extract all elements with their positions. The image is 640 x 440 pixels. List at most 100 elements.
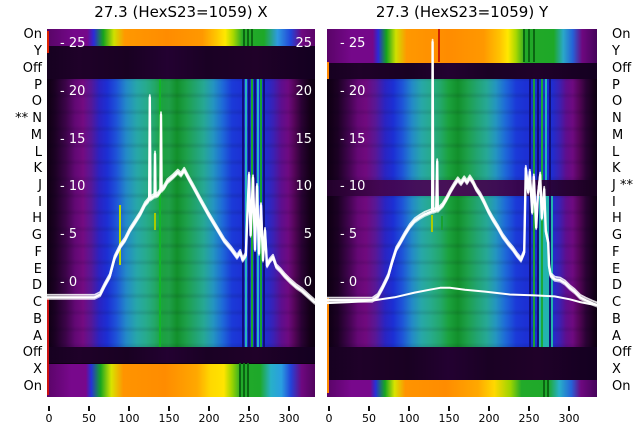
artifact-line [533, 29, 535, 62]
heatmap-band [327, 380, 597, 397]
artifact-line [159, 79, 162, 347]
x-tick-label: 0 [325, 412, 333, 425]
artifact-line [247, 29, 249, 46]
artifact-line [154, 213, 156, 230]
x-tick-label: 300 [278, 412, 300, 425]
x-tick-label: 100 [118, 412, 140, 425]
row-label-right-n: N [612, 111, 622, 126]
artifact-line [437, 29, 441, 62]
heatmap-band [327, 346, 597, 381]
row-label-right-k: K [612, 161, 621, 177]
row-label-left-o: O [31, 94, 42, 110]
y-tick-label: - 5 [60, 227, 78, 243]
x-tick-label: 100 [398, 412, 420, 425]
artifact-line [547, 380, 549, 397]
profile-curves [327, 38, 597, 308]
x-tick-label: 300 [558, 412, 580, 425]
heatmap-band [47, 45, 315, 80]
row-label-left-c: C [32, 295, 42, 310]
row-label-right-y: Y [612, 44, 620, 60]
x-tick-label: 250 [518, 412, 540, 425]
row-label-left-d: D [31, 278, 42, 294]
row-label-left-n: ** N [15, 111, 42, 126]
x-tick-label: 200 [478, 412, 500, 425]
artifact-line [242, 79, 244, 347]
heatmap-band [47, 346, 315, 364]
x-tick-mark [88, 406, 90, 411]
heatmap-panel-y: - 25 - 20 - 15 - 10 - 5 - 0 [327, 29, 597, 397]
artifact-line [239, 363, 241, 397]
artifact-line [47, 298, 50, 395]
panel-y-title: 27.3 (HexS23=1059) Y [375, 3, 549, 21]
x-tick-mark [128, 406, 130, 411]
row-label-left-i: I [38, 194, 42, 210]
heatmap-band [47, 363, 315, 397]
x-tick-label: 250 [238, 412, 260, 425]
artifact-line [533, 79, 535, 347]
row-label-left-on: On [23, 378, 42, 394]
heatmap-band [327, 62, 597, 80]
y-tick-label-right: 20 [295, 83, 312, 99]
artifact-line [243, 29, 245, 46]
x-profile-bundle [47, 94, 315, 301]
row-label-left-f: F [34, 244, 42, 260]
artifact-line [543, 380, 545, 397]
y-tick-label-right: 15 [295, 131, 312, 147]
heatmap-band [327, 29, 597, 63]
row-label-right-j: J ** [612, 177, 633, 193]
row-label-right-a: A [612, 328, 621, 344]
row-label-right-g: G [612, 228, 623, 244]
x-tick-mark [48, 406, 50, 411]
artifact-line [327, 62, 330, 79]
y-tick-label: - 0 [340, 275, 358, 290]
row-label-right-p: P [612, 77, 620, 93]
row-label-right-off: Off [612, 60, 632, 76]
artifact-line [245, 79, 247, 347]
row-label-left-on: On [23, 27, 42, 43]
row-label-left-j: J [38, 177, 42, 193]
y-tick-label: - 10 [340, 179, 366, 195]
row-label-left-off: Off [22, 345, 42, 361]
heatmap-panel-x: - 25 25 - 20 20 - 15 15 - 10 10 - 5 5 - 0 0 [47, 29, 315, 397]
row-label-right-on: On [612, 378, 631, 394]
y-tick-label: - 15 [60, 131, 86, 147]
y-profile-bundle [327, 43, 597, 308]
x-profile-bundle [47, 98, 315, 305]
x-tick-mark [208, 406, 210, 411]
row-label-right-x: X [612, 361, 621, 377]
artifact-line [243, 363, 245, 397]
y-tick-label: - 0 [60, 275, 78, 290]
profile-curves [47, 94, 315, 305]
artifact-line [327, 298, 330, 393]
right-row-labels: On Y Off P O N M L K J ** I H G F E D C B A Off X On [610, 0, 640, 440]
row-label-right-h: H [612, 211, 622, 227]
row-label-left-x: X [33, 361, 42, 377]
y-profile-bundle [327, 40, 597, 307]
x-tick-mark [328, 406, 330, 411]
y-tick-label: - 20 [60, 83, 86, 99]
row-label-right-b: B [612, 311, 621, 327]
row-label-right-i: I [612, 194, 616, 210]
y-reference-flat [327, 286, 597, 306]
y-tick-label: - 20 [340, 83, 366, 99]
artifact-line [247, 363, 249, 397]
artifact-line [528, 29, 530, 62]
row-label-left-e: E [33, 261, 42, 277]
x-profile-bundle [47, 96, 315, 304]
heatmap-row-texture [47, 79, 315, 347]
panel-x-title: 27.3 (HexS23=1059) X [94, 3, 268, 21]
left-row-labels: On Y Off P O ** N M L K J I H G F E D C B A Off X On [0, 0, 45, 440]
row-label-left-a: A [33, 328, 42, 344]
artifact-line [263, 79, 265, 347]
y-tick-label: - 25 [340, 36, 366, 51]
x-tick-mark [368, 406, 370, 411]
row-label-left-p: P [34, 77, 42, 93]
x-tick-mark [488, 406, 490, 411]
y-tick-label: - 25 [60, 36, 86, 51]
row-label-left-h: H [32, 211, 42, 227]
y-profile-bundle [327, 38, 597, 304]
x-tick-label: 150 [438, 412, 460, 425]
row-label-left-y: Y [34, 44, 42, 60]
row-label-left-off: Off [22, 60, 42, 76]
x-tick-label: 50 [82, 412, 96, 425]
